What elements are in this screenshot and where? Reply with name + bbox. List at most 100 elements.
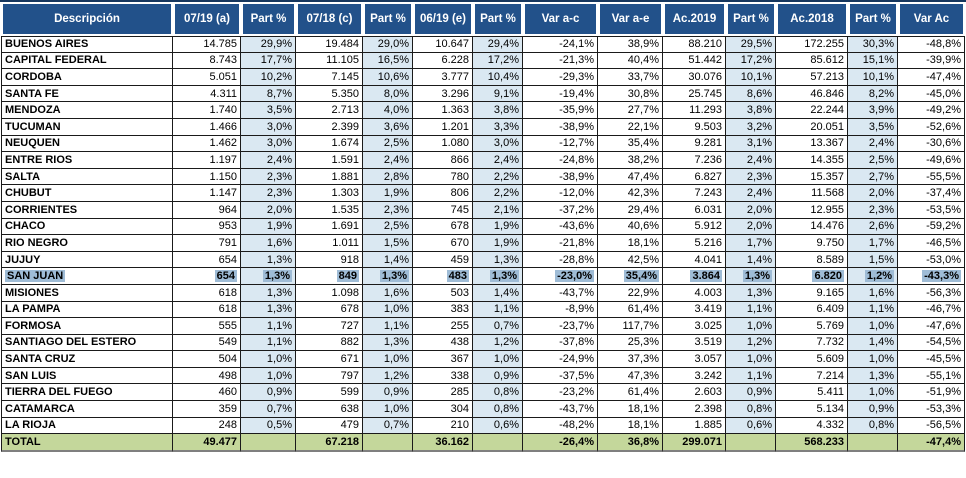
cell[interactable]: 1.098 (296, 284, 363, 302)
cell[interactable]: -59,2% (898, 218, 965, 236)
cell[interactable]: 1.080 (413, 135, 473, 153)
cell[interactable]: 2,5% (848, 152, 898, 169)
row-label[interactable]: LA PAMPA (1, 301, 173, 319)
cell[interactable]: -56,3% (898, 284, 965, 302)
cell[interactable]: 9.281 (663, 135, 726, 153)
cell[interactable]: 1,3% (473, 268, 523, 285)
cell[interactable]: 1,0% (241, 351, 296, 368)
cell[interactable]: 8.589 (776, 251, 848, 269)
cell[interactable]: 2,5% (363, 135, 413, 153)
cell[interactable]: 1.363 (413, 102, 473, 119)
cell[interactable]: 2,4% (363, 152, 413, 169)
cell[interactable]: -53,0% (898, 251, 965, 269)
cell[interactable]: 16,5% (363, 52, 413, 70)
column-header-0619e[interactable]: 06/19 (e) (413, 2, 473, 36)
cell[interactable]: 8,6% (726, 85, 776, 103)
cell[interactable]: 9,1% (473, 85, 523, 103)
cell[interactable]: 1,0% (363, 301, 413, 319)
row-label[interactable]: BUENOS AIRES (1, 36, 173, 53)
cell[interactable]: 67.218 (296, 434, 363, 453)
cell[interactable]: -51,9% (898, 384, 965, 402)
row-label[interactable]: MISIONES (1, 284, 173, 302)
cell[interactable]: 599 (296, 384, 363, 402)
cell[interactable]: 61,4% (598, 301, 663, 319)
cell[interactable]: 2,4% (726, 152, 776, 169)
cell[interactable]: 459 (413, 251, 473, 269)
cell[interactable] (726, 434, 776, 453)
cell[interactable]: 503 (413, 284, 473, 302)
cell[interactable]: 30,8% (598, 85, 663, 103)
cell[interactable]: -48,8% (898, 36, 965, 53)
cell[interactable]: 49.477 (173, 434, 241, 453)
cell[interactable]: 1,5% (848, 251, 898, 269)
cell[interactable]: 2,2% (473, 168, 523, 186)
cell[interactable]: -24,8% (523, 152, 598, 169)
cell[interactable]: 338 (413, 367, 473, 385)
cell[interactable]: 15,1% (848, 52, 898, 70)
cell[interactable]: 367 (413, 351, 473, 368)
cell[interactable]: 5.350 (296, 85, 363, 103)
cell[interactable]: -48,2% (523, 417, 598, 435)
cell[interactable]: 3.419 (663, 301, 726, 319)
cell[interactable]: 1,0% (241, 367, 296, 385)
cell[interactable]: -47,4% (898, 69, 965, 86)
cell[interactable]: 14.355 (776, 152, 848, 169)
cell[interactable]: -43,7% (523, 284, 598, 302)
cell[interactable]: 1.466 (173, 118, 241, 136)
column-header-0718c[interactable]: 07/18 (c) (296, 2, 363, 36)
cell[interactable]: 29,4% (598, 201, 663, 219)
cell[interactable]: 299.071 (663, 434, 726, 453)
cell[interactable]: 4.041 (663, 251, 726, 269)
cell[interactable]: -45,5% (898, 351, 965, 368)
cell[interactable]: 1.674 (296, 135, 363, 153)
column-header-part-e[interactable]: Part % (473, 2, 523, 36)
cell[interactable]: 3,5% (848, 118, 898, 136)
cell[interactable]: 3,9% (848, 102, 898, 119)
cell[interactable]: 9.165 (776, 284, 848, 302)
cell[interactable]: 2,7% (848, 168, 898, 186)
cell[interactable]: 964 (173, 201, 241, 219)
cell[interactable]: 7.243 (663, 185, 726, 202)
cell[interactable]: 4,0% (363, 102, 413, 119)
cell[interactable]: 2,3% (241, 168, 296, 186)
column-header-ac2019[interactable]: Ac.2019 (663, 2, 726, 36)
cell[interactable]: -37,4% (898, 185, 965, 202)
cell[interactable]: -8,9% (523, 301, 598, 319)
cell[interactable]: -46,5% (898, 235, 965, 252)
cell[interactable]: 1,5% (363, 235, 413, 252)
cell[interactable]: 1,2% (726, 334, 776, 352)
cell[interactable]: -37,2% (523, 201, 598, 219)
row-label[interactable]: CHUBUT (1, 185, 173, 202)
cell[interactable]: 10,4% (473, 69, 523, 86)
cell[interactable]: 40,6% (598, 218, 663, 236)
row-label[interactable]: TUCUMAN (1, 118, 173, 136)
cell[interactable]: 1,4% (726, 251, 776, 269)
cell[interactable]: 3,3% (473, 118, 523, 136)
cell[interactable]: 35,4% (598, 268, 663, 285)
cell[interactable]: 549 (173, 334, 241, 352)
cell[interactable]: 6.827 (663, 168, 726, 186)
cell[interactable]: 10,1% (848, 69, 898, 86)
cell[interactable]: -23,0% (523, 268, 598, 285)
cell[interactable]: 22,1% (598, 118, 663, 136)
cell[interactable]: 0,9% (848, 401, 898, 418)
cell[interactable]: 36,8% (598, 434, 663, 453)
cell[interactable]: 1.150 (173, 168, 241, 186)
cell[interactable]: 670 (413, 235, 473, 252)
cell[interactable]: 1.462 (173, 135, 241, 153)
cell[interactable]: 304 (413, 401, 473, 418)
cell[interactable]: 3,1% (726, 135, 776, 153)
cell[interactable]: 678 (296, 301, 363, 319)
cell[interactable]: 3.296 (413, 85, 473, 103)
cell[interactable]: 5.609 (776, 351, 848, 368)
cell[interactable]: 1,0% (363, 401, 413, 418)
cell[interactable]: 33,7% (598, 69, 663, 86)
cell[interactable]: 172.255 (776, 36, 848, 53)
cell[interactable]: 22,9% (598, 284, 663, 302)
cell[interactable]: 15.357 (776, 168, 848, 186)
cell[interactable]: 18,1% (598, 235, 663, 252)
cell[interactable]: 38,9% (598, 36, 663, 53)
cell[interactable]: 479 (296, 417, 363, 435)
cell[interactable]: 3.025 (663, 318, 726, 335)
cell[interactable]: 8,2% (848, 85, 898, 103)
